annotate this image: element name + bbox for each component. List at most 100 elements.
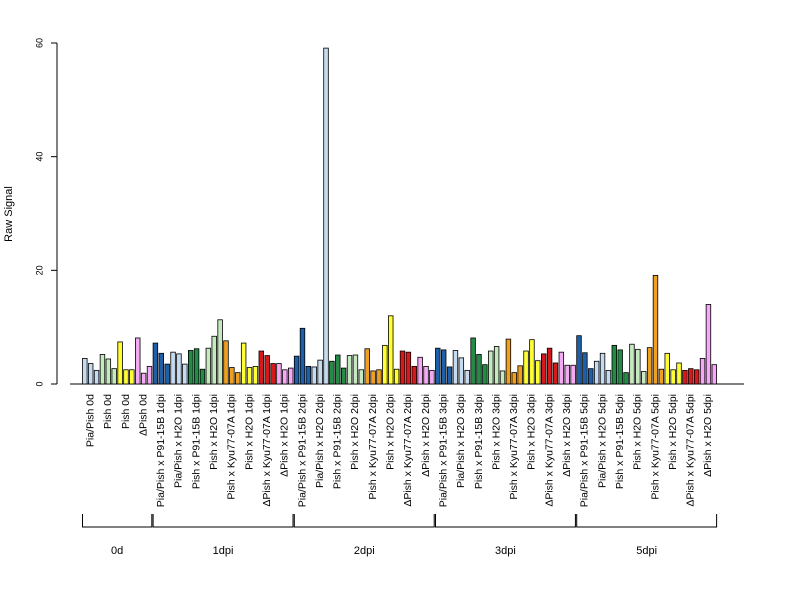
x-tick-label: Pish x P91-15B 5dpi: [614, 394, 626, 489]
bar: [529, 339, 535, 385]
x-tick-label: Pish x H2O 5dpi: [667, 394, 679, 470]
bar: [582, 352, 588, 385]
bar: [311, 366, 317, 385]
bar: [641, 371, 647, 385]
bar: [235, 372, 241, 385]
bar: [564, 364, 570, 385]
bar: [382, 344, 388, 385]
bar: [111, 368, 117, 385]
bar: [629, 343, 635, 385]
bar: [223, 340, 229, 385]
bar: [340, 367, 347, 385]
bar: [276, 363, 282, 385]
x-tick-label: Pish 0d: [120, 394, 132, 429]
bar: [452, 350, 459, 385]
bar: [305, 365, 312, 385]
x-tick-label: Pia/Pish x H2O 2dpi: [314, 394, 326, 488]
x-tick-label: Pia/Pish x P91-15B 3dpi: [437, 394, 449, 507]
group-label: 2dpi: [354, 545, 375, 557]
x-tick-label: Pish x Kyu77-07A 3dpi: [508, 394, 520, 500]
bar: [376, 369, 382, 385]
bar: [193, 348, 200, 385]
bar: [258, 350, 264, 385]
bar: [464, 369, 470, 385]
bar: [87, 363, 94, 385]
x-tick-label: Pish x Kyu77-07A 1dpi: [226, 394, 238, 500]
bar: [393, 368, 400, 385]
bar: [187, 350, 194, 385]
bar: [588, 368, 594, 385]
bar: [405, 351, 412, 385]
bar: [505, 338, 512, 385]
bar: [711, 364, 718, 385]
group-bracket: [152, 514, 294, 528]
bar: [535, 360, 541, 385]
x-tick-label: Pish x P91-15B 3dpi: [473, 394, 485, 489]
x-tick-label: Pia/Pish x P91-15B 1dpi: [155, 394, 167, 507]
x-tick-label: Pia/Pish x H2O 5dpi: [596, 394, 608, 488]
bar: [182, 363, 188, 385]
bar: [429, 369, 435, 385]
y-tick-label: 60: [34, 38, 44, 48]
bar: [399, 350, 406, 385]
bar: [699, 358, 706, 385]
bar: [499, 370, 506, 385]
bar: [199, 368, 206, 385]
bar: [488, 350, 494, 385]
bar: [217, 319, 223, 385]
x-tick-labels: Pia/Pish 0d Pish 0d Pish 0d ΔPish 0d Pia/Pis…: [84, 394, 714, 507]
bar: [240, 342, 247, 385]
bar: [646, 347, 653, 385]
bar: [546, 347, 553, 385]
bar: [652, 275, 659, 385]
bar: [482, 364, 488, 385]
x-tick-label: Pish x H2O 3dpi: [526, 394, 538, 470]
bar: [605, 369, 612, 385]
bar: [688, 368, 694, 385]
bar: [152, 342, 159, 385]
bar: [270, 363, 276, 385]
bar: [146, 365, 153, 385]
bar: [105, 358, 112, 385]
bar: [252, 365, 259, 385]
x-tick-label: Pia/Pish x P91-15B 2dpi: [296, 394, 308, 507]
bar: [282, 369, 288, 385]
x-tick-label: Pish x P91-15B 2dpi: [332, 394, 344, 489]
group-bracket: [82, 514, 153, 528]
bar: [317, 359, 323, 385]
bar: [423, 365, 429, 385]
x-tick-label: Pish x H2O 1dpi: [243, 394, 255, 470]
bar: [211, 335, 217, 385]
x-tick-label: Pia/Pish 0d: [84, 394, 96, 447]
group-bracket: [293, 514, 435, 528]
bar: [676, 362, 682, 385]
bar: [323, 47, 329, 385]
bar: [511, 372, 517, 385]
group-label: 0d: [111, 545, 123, 557]
bar: [358, 369, 365, 385]
bar: [417, 356, 423, 385]
bar: [705, 304, 712, 385]
x-tick-label: ΔPish x H2O 1dpi: [279, 394, 291, 477]
bar: [446, 366, 453, 385]
x-tick-label: ΔPish x H2O 2dpi: [420, 394, 432, 477]
group-label: 3dpi: [495, 545, 516, 557]
bar: [517, 365, 523, 385]
x-tick-label: ΔPish x Kyu77-07A 2dpi: [402, 394, 414, 507]
bar: [329, 360, 335, 385]
bar: [264, 355, 270, 385]
x-tick-label: ΔPish x H2O 5dpi: [702, 394, 714, 477]
bar: [352, 354, 359, 385]
bar: [123, 369, 129, 385]
bar: [99, 354, 106, 385]
bar: [623, 372, 629, 385]
bar: [493, 346, 500, 385]
y-tick-label: 0: [34, 381, 44, 386]
x-tick-label: ΔPish x H2O 3dpi: [561, 394, 573, 477]
group-brackets: 0d 1dpi 2dpi 3dpi 5dpi: [82, 514, 718, 557]
x-tick-label: Pish x H2O 1dpi: [208, 394, 220, 470]
x-tick-label: ΔPish x Kyu77-07A 3dpi: [543, 394, 555, 507]
bar: [158, 352, 164, 385]
bar: [335, 354, 341, 385]
